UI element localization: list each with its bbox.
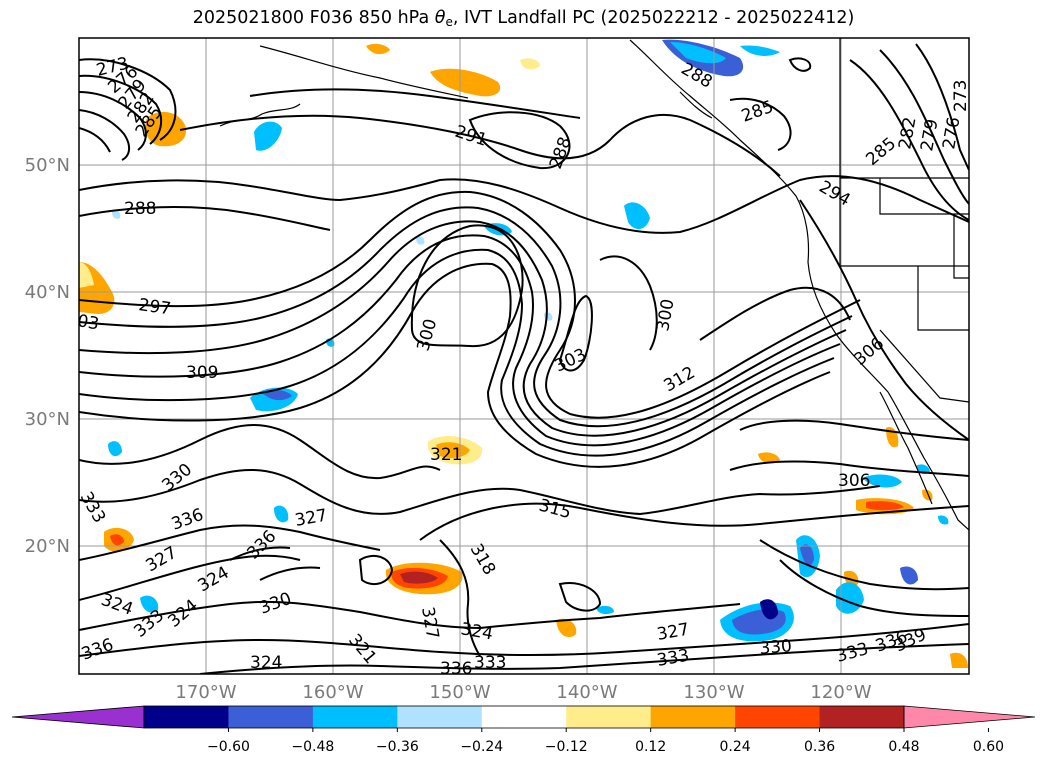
lon-tick-label: 120°W	[810, 682, 871, 703]
negative-anomaly-patch	[670, 42, 726, 64]
negative-anomaly-patch	[624, 202, 650, 230]
contour-label: 324	[250, 653, 282, 673]
lat-tick-label: 50°N	[25, 155, 70, 176]
contour-label: 330	[759, 636, 793, 659]
colorbar: −0.60 −0.48 −0.36 −0.24 −0.12 0.12 0.24 0.36 0.4…	[11, 705, 1036, 755]
colorbar-tick-label: 0.24	[720, 739, 751, 755]
positive-anomaly-patch	[950, 652, 968, 668]
colorbar-extend-low	[11, 705, 145, 729]
negative-anomaly-patch	[416, 236, 425, 245]
lon-tick-label: 130°W	[683, 682, 744, 703]
lon-tick-label: 170°W	[175, 682, 236, 703]
negative-anomaly-patch	[862, 474, 902, 488]
colorbar-cell	[566, 706, 652, 728]
negative-anomaly-patch	[596, 605, 614, 615]
colorbar-cell	[144, 706, 229, 728]
contour-label: 321	[430, 445, 462, 465]
map-plot-area	[79, 38, 969, 674]
colorbar-tick-label: −0.36	[376, 739, 419, 755]
contour-label: 297	[137, 295, 172, 319]
negative-anomaly-patch	[900, 566, 918, 585]
colorbar-tick-label: 0.36	[804, 739, 835, 755]
longitude-ticks: 170°W 160°W 150°W 140°W 130°W 120°W	[175, 682, 871, 703]
contour-label: 336	[440, 659, 472, 679]
negative-anomaly-patch	[938, 515, 949, 525]
colorbar-cell	[481, 706, 567, 728]
colorbar-tick-label: −0.12	[545, 739, 588, 755]
colorbar-extend-high	[903, 705, 1036, 729]
negative-anomaly-patch	[140, 595, 159, 613]
negative-anomaly-patch	[760, 599, 778, 620]
colorbar-tick-label: 0.48	[888, 739, 919, 755]
lon-tick-label: 150°W	[429, 682, 490, 703]
positive-anomaly-patch	[556, 618, 577, 638]
colorbar-cell	[735, 706, 821, 728]
lon-tick-label: 160°W	[302, 682, 363, 703]
positive-anomaly-patch	[866, 501, 904, 511]
contour-label: 309	[186, 363, 218, 383]
colorbar-cell	[650, 706, 736, 728]
latitude-ticks: 50°N 40°N 30°N 20°N	[25, 155, 70, 557]
colorbar-frame	[143, 705, 905, 729]
theta-e-contours	[79, 43, 969, 674]
contour-label: 273	[951, 80, 971, 112]
positive-anomaly-patch	[436, 442, 470, 458]
contour-label: 333	[474, 653, 506, 673]
negative-anomaly-patch	[112, 210, 121, 219]
colorbar-tick-label: −0.60	[207, 739, 250, 755]
positive-anomaly-patch	[430, 68, 501, 97]
map-frame	[78, 37, 970, 675]
positive-anomaly-patch	[366, 43, 390, 55]
negative-anomaly-patch	[274, 505, 289, 523]
colorbar-tick-label: −0.24	[460, 739, 503, 755]
positive-anomaly-patch	[758, 452, 780, 464]
negative-anomaly-patch	[108, 441, 122, 457]
colorbar-tick-label: −0.48	[291, 739, 334, 755]
positive-anomaly-patch	[520, 58, 540, 70]
lat-tick-label: 30°N	[25, 409, 70, 430]
positive-anomaly-patch	[110, 534, 124, 546]
negative-anomaly-patch	[740, 45, 780, 56]
positive-anomaly-patch	[400, 571, 438, 584]
colorbar-cell	[397, 706, 483, 728]
lon-tick-label: 140°W	[556, 682, 617, 703]
colorbar-tick-label: 0.60	[973, 739, 1004, 755]
lat-tick-label: 20°N	[25, 536, 70, 557]
negative-anomaly-patch	[800, 544, 814, 566]
negative-anomaly-patch	[262, 389, 292, 401]
colorbar-cell	[312, 706, 398, 728]
contour-label: 306	[838, 471, 870, 491]
positive-anomaly-patch	[79, 262, 94, 288]
ivt-shading	[79, 39, 968, 668]
negative-anomaly-patch	[254, 121, 282, 151]
contour-label: 303	[65, 309, 100, 334]
colorbar-cell	[819, 706, 905, 728]
colorbar-cell	[228, 706, 314, 728]
lat-tick-label: 40°N	[25, 282, 70, 303]
contour-label: 288	[124, 199, 156, 219]
map-title: 2025021800 F036 850 hPa θe, IVT Landfall…	[192, 8, 855, 29]
colorbar-tick-label: 0.12	[635, 739, 666, 755]
